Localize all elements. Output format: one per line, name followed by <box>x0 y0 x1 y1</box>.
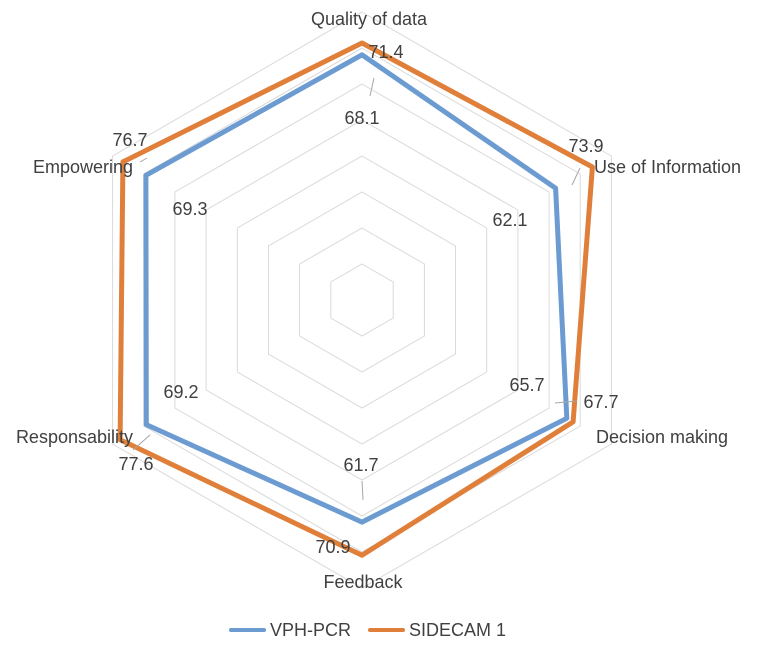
axis-label-use-of-information: Use of Information <box>594 157 741 177</box>
leader-line-decision <box>554 400 578 404</box>
data-label-vph-responsability: 69.2 <box>163 382 198 402</box>
axis-label-feedback: Feedback <box>323 572 403 592</box>
series-line-vph-pcr <box>143 52 570 525</box>
grid-ring-1 <box>330 263 394 337</box>
leader-line-responsability <box>132 434 151 451</box>
leader-lines <box>132 77 581 501</box>
data-label-sidecam-feedback: 70.9 <box>315 537 350 557</box>
data-label-sidecam-use: 73.9 <box>568 136 603 156</box>
data-label-sidecam-empowering: 76.7 <box>112 130 147 150</box>
data-label-vph-quality: 68.1 <box>344 108 379 128</box>
grid-ring-5 <box>205 119 519 481</box>
legend-label-vph-pcr: VPH-PCR <box>270 620 351 640</box>
axis-label-empowering: Empowering <box>33 157 133 177</box>
data-label-sidecam-responsability: 77.6 <box>118 454 153 474</box>
leader-line-empowering <box>139 157 148 163</box>
data-label-vph-use: 62.1 <box>492 210 527 230</box>
radar-grid <box>112 11 612 589</box>
data-label-vph-decision: 65.7 <box>509 375 544 395</box>
grid-ring-2 <box>299 227 425 373</box>
grid-ring-4 <box>236 155 488 445</box>
grid-ring-8 <box>112 11 612 589</box>
leader-line-feedback <box>361 480 364 501</box>
axis-label-decision-making: Decision making <box>596 427 728 447</box>
data-label-sidecam-quality: 71.4 <box>368 42 403 62</box>
axis-label-quality-of-data: Quality of data <box>311 9 428 29</box>
data-label-sidecam-decision: 67.7 <box>583 392 618 412</box>
leader-line-quality <box>369 77 375 97</box>
axis-label-responsability: Responsability <box>16 427 133 447</box>
radar-series <box>117 40 595 558</box>
legend-label-sidecam-1: SIDECAM 1 <box>409 620 506 640</box>
data-label-vph-feedback: 61.7 <box>343 455 378 475</box>
series-line-sidecam-1 <box>117 40 595 558</box>
data-label-vph-empowering: 69.3 <box>172 199 207 219</box>
leader-line-use <box>571 167 581 186</box>
legend: VPH-PCR SIDECAM 1 <box>229 620 506 640</box>
grid-ring-3 <box>268 191 456 409</box>
grid-ring-6 <box>174 83 550 517</box>
